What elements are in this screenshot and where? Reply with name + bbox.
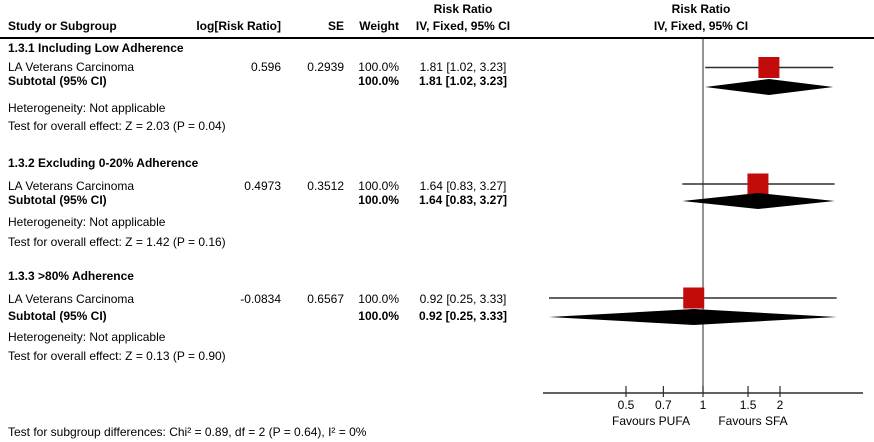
study-weight: 100.0%	[358, 179, 399, 193]
study-weight: 100.0%	[358, 292, 399, 306]
overall-effect-row: Test for overall effect: Z = 0.13 (P = 0…	[0, 349, 874, 363]
x-axis-tick-label: 1	[699, 398, 707, 412]
heterogeneity-row: Heterogeneity: Not applicable	[0, 215, 874, 229]
study-log-rr: 0.4973	[244, 179, 281, 193]
x-axis-tick-label: 2	[776, 398, 784, 412]
x-axis-tick-label: 1.5	[739, 398, 757, 412]
subtotal-diamond-icon	[705, 79, 834, 95]
subgroup-2-label-row: 1.3.2 Excluding 0-20% Adherence	[0, 156, 874, 170]
study-log-rr: -0.0834	[240, 292, 281, 306]
subtotal-diamond-icon	[682, 193, 835, 209]
study-se: 0.6567	[307, 292, 344, 306]
overall-effect-text: Test for overall effect: Z = 2.03 (P = 0…	[8, 119, 226, 133]
col-header-se: SE	[327, 19, 344, 33]
x-axis-tick-label: 0.7	[655, 398, 672, 412]
heterogeneity-text: Heterogeneity: Not applicable	[8, 330, 166, 344]
study-log-rr: 0.596	[250, 60, 281, 74]
overall-effect-text: Test for overall effect: Z = 0.13 (P = 0…	[8, 349, 226, 363]
subgroup-3-label-row: 1.3.3 >80% Adherence	[0, 269, 874, 283]
subtotal-weight: 100.0%	[358, 309, 399, 323]
effect-measure-label-plot: Risk Ratio	[671, 2, 731, 16]
column-header-row: Study or Subgroup log[Risk Ratio] SE Wei…	[0, 19, 874, 33]
subgroup-1-label: 1.3.1 Including Low Adherence	[8, 41, 184, 55]
study-weight-square-icon	[747, 173, 769, 195]
col-header-ci-plot: IV, Fixed, 95% CI	[653, 19, 749, 33]
study-name: LA Veterans Carcinoma	[8, 179, 135, 193]
overall-effect-text: Test for overall effect: Z = 1.42 (P = 0…	[8, 235, 226, 249]
effect-header-row: Risk Ratio Risk Ratio	[0, 2, 874, 16]
study-name: LA Veterans Carcinoma	[8, 292, 135, 306]
subgroup-2-label: 1.3.2 Excluding 0-20% Adherence	[8, 156, 199, 170]
overall-effect-row: Test for overall effect: Z = 1.42 (P = 0…	[0, 235, 874, 249]
study-row: LA Veterans Carcinoma -0.0834 0.6567 100…	[0, 292, 874, 306]
subtotal-row: Subtotal (95% CI) 100.0% 1.64 [0.83, 3.2…	[0, 193, 874, 207]
study-se: 0.2939	[307, 60, 344, 74]
subtotal-weight: 100.0%	[358, 74, 399, 88]
subgroup-differences-text: Test for subgroup differences: Chi² = 0.…	[8, 425, 367, 439]
favours-left-label: Favours PUFA	[611, 414, 691, 428]
study-ci-text: 1.81 [1.02, 3.23]	[419, 60, 507, 74]
study-se: 0.3512	[307, 179, 344, 193]
subtotal-ci-text: 1.81 [1.02, 3.23]	[418, 74, 508, 88]
subgroup-1-label-row: 1.3.1 Including Low Adherence	[0, 41, 874, 55]
heterogeneity-text: Heterogeneity: Not applicable	[8, 215, 166, 229]
subtotal-label: Subtotal (95% CI)	[8, 74, 107, 88]
x-axis-tick-label: 0.5	[617, 398, 635, 412]
subtotal-label: Subtotal (95% CI)	[8, 193, 107, 207]
header-separator-line	[0, 37, 874, 39]
study-ci-text: 0.92 [0.25, 3.33]	[419, 292, 507, 306]
study-ci-text: 1.64 [0.83, 3.27]	[419, 179, 507, 193]
effect-measure-label-left: Risk Ratio	[433, 2, 493, 16]
study-name: LA Veterans Carcinoma	[8, 60, 135, 74]
subtotal-weight: 100.0%	[358, 193, 399, 207]
subtotal-label: Subtotal (95% CI)	[8, 309, 107, 323]
study-weight-square-icon	[758, 57, 780, 78]
subtotal-row: Subtotal (95% CI) 100.0% 0.92 [0.25, 3.3…	[0, 309, 874, 323]
heterogeneity-text: Heterogeneity: Not applicable	[8, 101, 166, 115]
overall-effect-row: Test for overall effect: Z = 2.03 (P = 0…	[0, 119, 874, 133]
study-row: LA Veterans Carcinoma 0.4973 0.3512 100.…	[0, 179, 874, 193]
col-header-log-risk-ratio: log[Risk Ratio]	[196, 19, 281, 33]
col-header-ci: IV, Fixed, 95% CI	[415, 19, 511, 33]
study-weight-square-icon	[683, 287, 705, 309]
favours-right-label: Favours SFA	[718, 414, 788, 428]
col-header-weight: Weight	[359, 19, 399, 33]
subtotal-diamond-icon	[549, 309, 837, 325]
subgroup-differences-row: Test for subgroup differences: Chi² = 0.…	[0, 425, 874, 439]
subtotal-ci-text: 0.92 [0.25, 3.33]	[418, 309, 508, 323]
study-row: LA Veterans Carcinoma 0.596 0.2939 100.0…	[0, 60, 874, 74]
subgroup-3-label: 1.3.3 >80% Adherence	[8, 269, 134, 283]
subtotal-ci-text: 1.64 [0.83, 3.27]	[418, 193, 508, 207]
study-weight: 100.0%	[358, 60, 399, 74]
heterogeneity-row: Heterogeneity: Not applicable	[0, 101, 874, 115]
subtotal-row: Subtotal (95% CI) 100.0% 1.81 [1.02, 3.2…	[0, 74, 874, 88]
heterogeneity-row: Heterogeneity: Not applicable	[0, 330, 874, 344]
col-header-study: Study or Subgroup	[8, 19, 117, 33]
